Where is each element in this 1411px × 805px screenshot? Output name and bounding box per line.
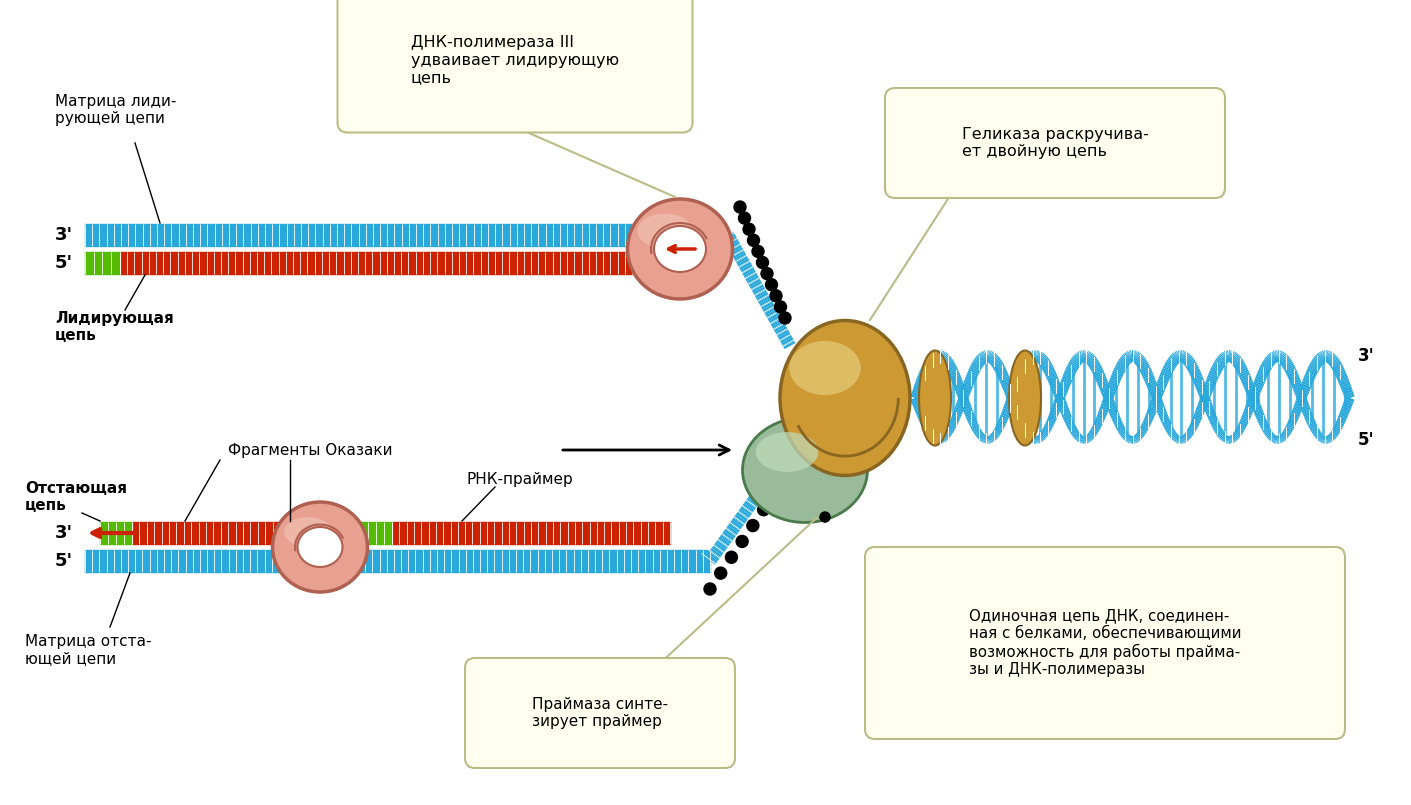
Bar <box>85 550 710 572</box>
Circle shape <box>758 504 769 516</box>
Circle shape <box>761 267 773 279</box>
Bar <box>85 252 120 274</box>
Text: 3': 3' <box>55 226 73 244</box>
Ellipse shape <box>638 213 693 249</box>
Circle shape <box>779 312 792 324</box>
Circle shape <box>737 535 748 547</box>
Ellipse shape <box>272 502 367 592</box>
Bar <box>392 522 670 544</box>
Ellipse shape <box>1009 350 1041 445</box>
Text: 3': 3' <box>55 524 73 542</box>
Text: 3': 3' <box>1357 347 1374 365</box>
Text: Отстающая
цепь: Отстающая цепь <box>25 481 127 514</box>
Circle shape <box>770 290 782 302</box>
Ellipse shape <box>628 199 732 299</box>
Text: 5': 5' <box>55 552 73 570</box>
Circle shape <box>704 583 715 595</box>
Text: Праймаза синте-
зирует праймер: Праймаза синте- зирует праймер <box>532 697 667 729</box>
FancyBboxPatch shape <box>466 658 735 768</box>
Text: Матрица отста-
ющей цепи: Матрица отста- ющей цепи <box>25 634 151 667</box>
FancyBboxPatch shape <box>865 547 1345 739</box>
Bar <box>133 522 279 544</box>
FancyBboxPatch shape <box>337 0 693 133</box>
Ellipse shape <box>789 341 861 395</box>
Circle shape <box>744 223 755 235</box>
Circle shape <box>779 472 792 484</box>
Text: Геликаза раскручива-
ет двойную цепь: Геликаза раскручива- ет двойную цепь <box>961 127 1149 159</box>
Text: ДНК-полимераза III
удваивает лидирующую
цепь: ДНК-полимераза III удваивает лидирующую … <box>411 35 619 85</box>
Circle shape <box>768 488 780 500</box>
Circle shape <box>752 246 763 258</box>
Bar <box>85 224 632 246</box>
Text: 5': 5' <box>1357 431 1374 449</box>
Ellipse shape <box>780 320 910 476</box>
Ellipse shape <box>284 517 332 547</box>
Circle shape <box>725 551 738 564</box>
Text: Матрица лиди-
рующей цепи: Матрица лиди- рующей цепи <box>55 94 176 126</box>
Circle shape <box>715 568 727 579</box>
Bar <box>360 522 392 544</box>
Text: РНК-праймер: РНК-праймер <box>467 472 573 486</box>
Circle shape <box>738 212 751 224</box>
Bar <box>120 252 632 274</box>
FancyBboxPatch shape <box>885 88 1225 198</box>
Text: Фрагменты Оказаки: Фрагменты Оказаки <box>227 443 392 457</box>
Ellipse shape <box>655 226 706 272</box>
Ellipse shape <box>298 527 343 567</box>
Circle shape <box>748 234 759 246</box>
Circle shape <box>734 201 746 213</box>
Circle shape <box>775 301 786 313</box>
Ellipse shape <box>742 418 868 522</box>
Ellipse shape <box>756 432 818 472</box>
Ellipse shape <box>919 350 951 445</box>
Text: Одиночная цепь ДНК, соединен-
ная с белками, обеспечивающими
возможность для раб: Одиночная цепь ДНК, соединен- ная с белк… <box>969 609 1242 677</box>
Bar <box>100 522 133 544</box>
Circle shape <box>746 519 759 531</box>
Text: 5': 5' <box>55 254 73 272</box>
Circle shape <box>766 279 777 291</box>
Circle shape <box>756 257 769 269</box>
Text: Лидирующая
цепь: Лидирующая цепь <box>55 311 174 343</box>
Circle shape <box>820 512 830 522</box>
